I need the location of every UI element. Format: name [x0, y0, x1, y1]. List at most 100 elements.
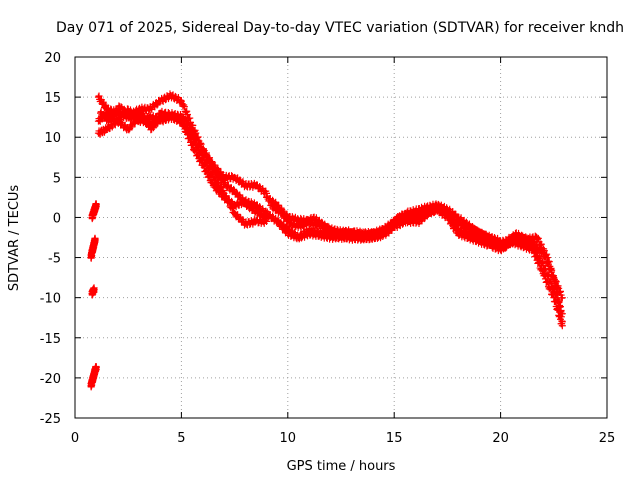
data-point-dense [208, 161, 216, 169]
data-point [550, 294, 558, 302]
data-point-dense [149, 124, 157, 132]
data-point-dense [537, 240, 545, 248]
data-point-dense [188, 124, 196, 132]
y-tick-label: -15 [40, 332, 61, 347]
y-tick-label: 15 [44, 91, 61, 106]
x-tick-label: 5 [177, 431, 185, 446]
data-point-dense [195, 140, 203, 148]
data-point-dense [183, 110, 191, 118]
data-point-dense [553, 305, 561, 313]
data-points [87, 90, 566, 391]
chart-title: Day 071 of 2025, Sidereal Day-to-day VTE… [56, 20, 624, 36]
y-tick-label: 10 [44, 131, 61, 146]
data-point-dense [153, 101, 161, 109]
data-point-dense [550, 275, 558, 283]
data-point [558, 294, 566, 302]
data-point [543, 254, 551, 262]
data-point-dense [451, 223, 459, 231]
data-point-dense [184, 121, 192, 129]
data-point-dense [191, 129, 199, 137]
data-point-dense [238, 194, 246, 202]
data-point-dense [221, 192, 229, 200]
y-tick-label: 5 [53, 171, 61, 186]
data-point-dense [197, 157, 205, 165]
y-axis-label: SDTVAR / TECUs [7, 185, 22, 292]
plot-frame [74, 56, 608, 419]
data-point-dense [547, 286, 555, 294]
y-tick-label: -5 [48, 252, 61, 267]
data-point [91, 235, 99, 243]
data-point-dense [199, 146, 207, 154]
data-point-dense [556, 315, 564, 323]
y-tick-label: 0 [53, 211, 61, 226]
x-tick-labels: 0 5 10 15 20 25 [71, 431, 615, 446]
data-point-dense [545, 258, 553, 266]
data-point-dense [187, 125, 195, 133]
data-point-dense [185, 129, 193, 137]
data-point-dense [196, 157, 204, 165]
data-point-dense [154, 114, 162, 122]
data-point-dense [554, 306, 562, 314]
data-point-dense [107, 115, 115, 123]
data-point-dense [154, 115, 162, 123]
data-point-dense [540, 272, 548, 280]
data-point-dense [548, 266, 556, 274]
x-axis-label: GPS time / hours [287, 459, 396, 474]
data-point-dense [552, 298, 560, 306]
x-tick-label: 25 [599, 431, 616, 446]
data-point-dense [180, 103, 188, 111]
data-point-dense [218, 188, 226, 196]
data-point-dense [190, 139, 198, 147]
y-tick-label: -10 [40, 292, 61, 307]
data-point-dense [125, 126, 133, 134]
data-point-dense [183, 107, 191, 115]
y-tick-label: -20 [40, 372, 61, 387]
data-point [273, 217, 281, 225]
data-point-dense [152, 119, 160, 127]
data-point-dense [199, 145, 207, 153]
data-point-dense [216, 182, 224, 190]
y-tick-label: 20 [44, 51, 61, 66]
data-point-dense [384, 228, 392, 236]
data-point-dense [535, 258, 543, 266]
data-point-dense [230, 185, 238, 193]
data-point-dense [537, 266, 545, 274]
data-point-dense [95, 92, 103, 100]
data-point [92, 363, 100, 371]
data-point-dense [543, 250, 551, 258]
data-point-dense [534, 234, 542, 242]
data-point-dense [549, 290, 557, 298]
data-point-dense [143, 116, 151, 124]
data-point-dense [556, 312, 564, 320]
data-point-dense [281, 212, 289, 220]
data-point-dense [545, 285, 553, 293]
data-point-dense [546, 265, 554, 273]
data-point-dense [532, 252, 540, 260]
data-point-dense [219, 186, 227, 194]
data-point [90, 286, 98, 294]
x-tick-label: 20 [492, 431, 509, 446]
data-point-dense [189, 130, 197, 138]
data-point-dense [227, 204, 235, 212]
data-point-dense [541, 271, 549, 279]
data-point [263, 193, 271, 201]
data-point-dense [140, 112, 148, 120]
data-point-dense [182, 115, 190, 123]
data-point [263, 209, 271, 217]
data-point-dense [549, 272, 557, 280]
y-tick-label: -25 [40, 412, 61, 427]
axis-ticks [74, 56, 608, 419]
data-point-dense [448, 218, 456, 226]
data-point-dense [192, 135, 200, 143]
data-point-dense [530, 242, 538, 250]
data-point-dense [210, 165, 218, 173]
x-tick-label: 15 [386, 431, 403, 446]
data-point-dense [177, 96, 185, 104]
data-point-dense [196, 140, 204, 148]
data-point-dense [225, 197, 233, 205]
data-point-dense [530, 248, 538, 256]
data-point-dense [180, 101, 188, 109]
data-point-dense [222, 192, 230, 200]
data-point [267, 201, 275, 209]
